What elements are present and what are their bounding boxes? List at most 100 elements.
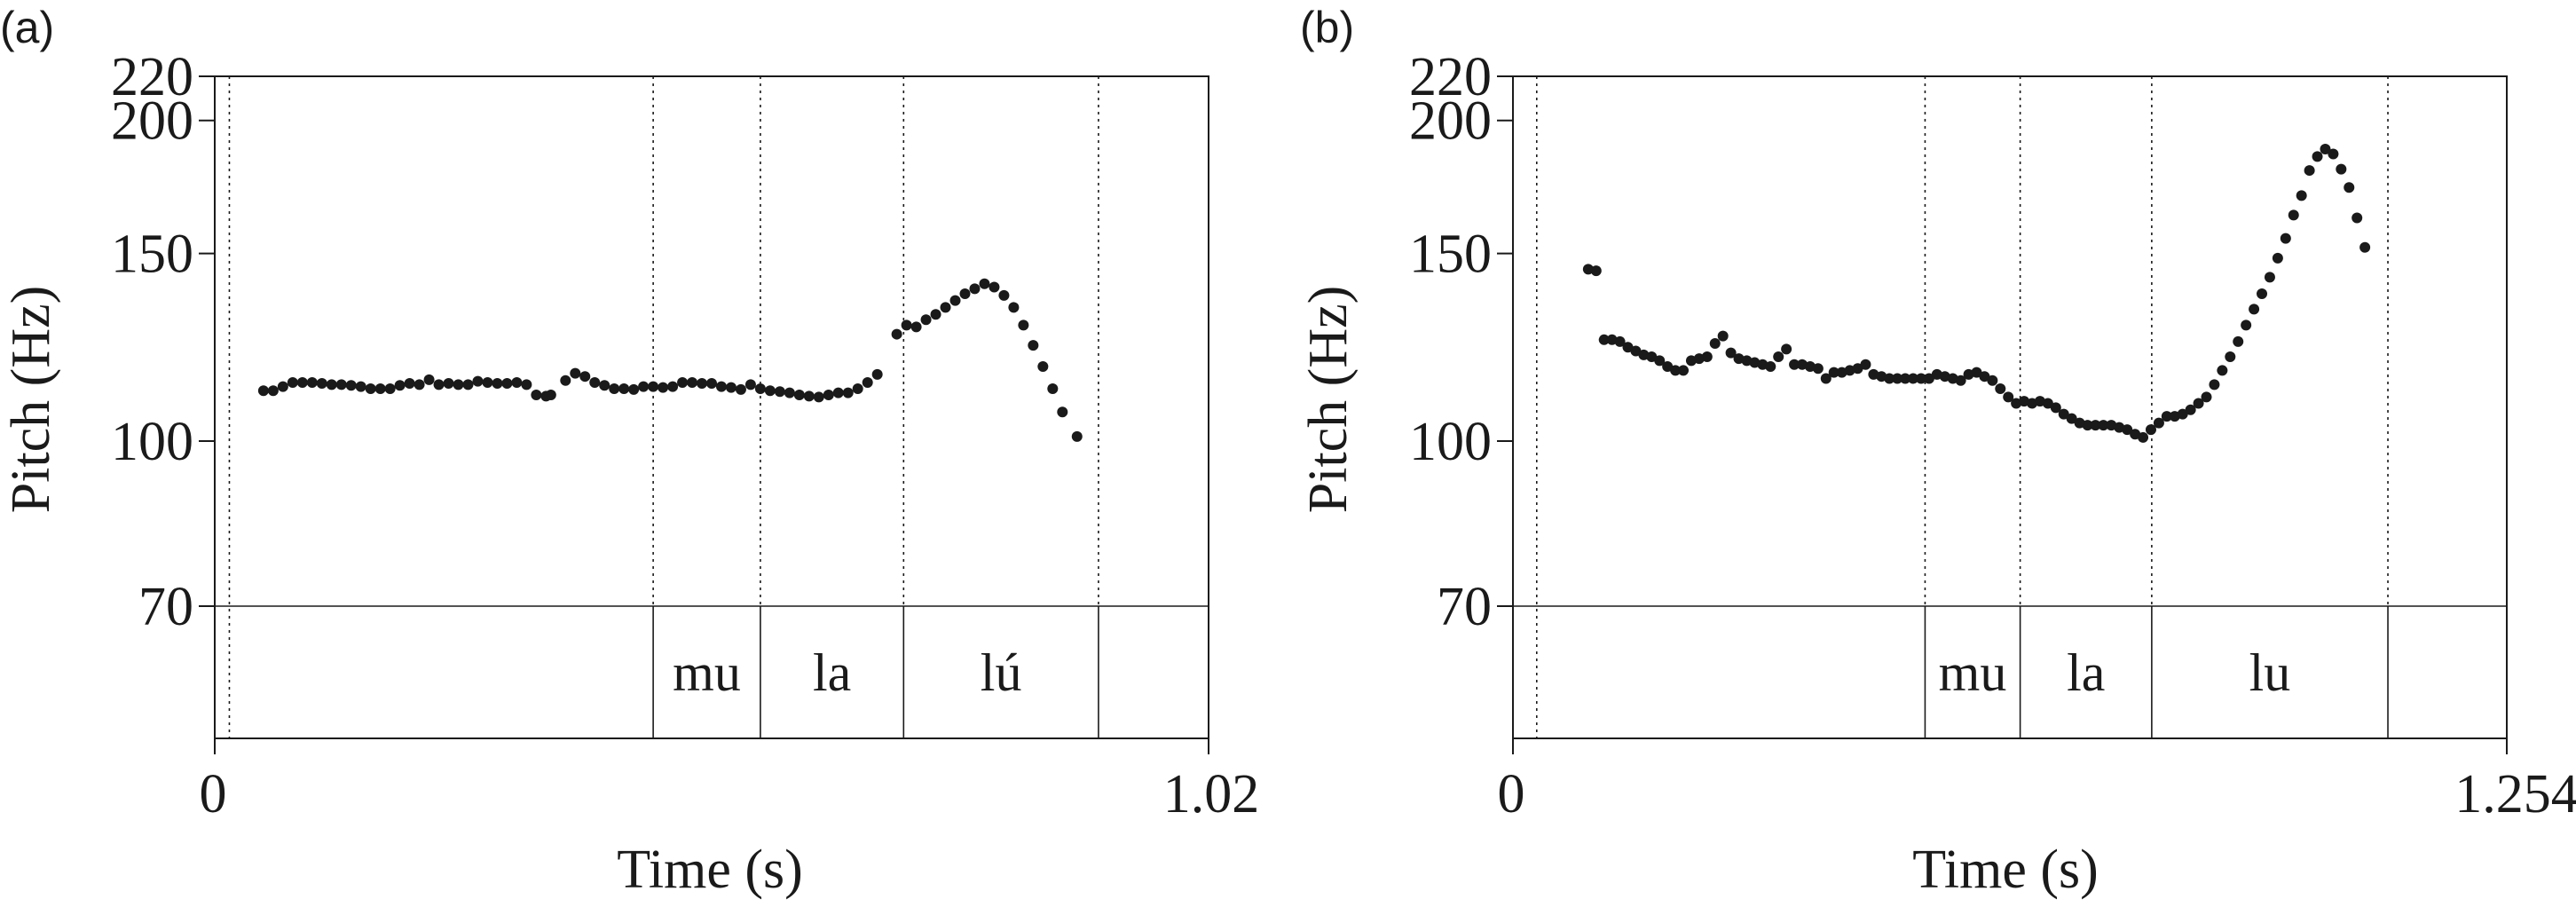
pitch-point-b-47	[1955, 375, 1966, 386]
pitch-point-a-66	[910, 321, 922, 333]
panel-label-a: (a)	[0, 3, 54, 52]
pitch-point-a-14	[394, 380, 406, 391]
pitch-point-b-61	[2066, 413, 2077, 424]
pitch-point-a-37	[618, 383, 630, 394]
pitch-point-b-84	[2249, 304, 2260, 315]
pitch-point-b-52	[1995, 383, 2006, 394]
pitch-point-b-25	[1781, 343, 1792, 355]
pitch-point-a-63	[871, 368, 883, 380]
pitch-point-a-73	[979, 278, 990, 289]
pitch-point-a-72	[969, 283, 981, 295]
pitch-point-a-58	[823, 389, 834, 400]
pitch-point-a-45	[697, 377, 708, 389]
pitch-point-a-74	[989, 281, 1000, 293]
syllable-2-a: la	[813, 643, 851, 702]
pitch-point-b-88	[2280, 233, 2291, 244]
pitch-point-a-62	[862, 377, 873, 389]
pitch-point-b-34	[1852, 363, 1863, 375]
pitch-point-b-8	[1646, 351, 1658, 363]
syllable-3-b: lu	[2249, 643, 2291, 702]
x-tick-label-end-a: 1.02	[1163, 764, 1260, 824]
pitch-point-a-23	[482, 377, 493, 389]
x-axis-title-b: Time (s)	[1912, 840, 2099, 900]
pitch-point-b-30	[1820, 373, 1832, 384]
x-axis-title-a: Time (s)	[617, 840, 803, 900]
pitch-point-a-70	[949, 295, 961, 306]
pitch-point-a-7	[326, 379, 337, 390]
pitch-point-b-92	[2312, 151, 2323, 162]
pitch-point-a-26	[511, 377, 523, 389]
pitch-point-b-26	[1789, 359, 1800, 370]
pitch-point-a-61	[852, 383, 863, 394]
pitch-point-a-47	[715, 381, 727, 392]
pitch-point-a-41	[658, 382, 669, 393]
pitch-point-b-96	[2344, 182, 2355, 193]
pitch-point-b-15	[1701, 351, 1713, 363]
pitch-point-a-77	[1018, 319, 1029, 331]
pitch-point-a-71	[959, 288, 971, 300]
pitch-point-b-31	[1828, 367, 1839, 378]
pitch-point-a-60	[842, 387, 854, 398]
pitch-point-b-76	[2185, 404, 2196, 415]
pitch-point-a-40	[648, 381, 659, 392]
syllable-1-b: mu	[1939, 643, 2007, 702]
pitch-point-b-63	[2082, 420, 2093, 431]
pitch-point-b-23	[1765, 360, 1776, 372]
pitch-point-a-38	[628, 383, 640, 395]
pitch-point-b-68	[2122, 424, 2133, 436]
pitch-point-a-16	[414, 379, 425, 390]
pitch-point-b-87	[2272, 252, 2283, 264]
pitch-point-a-28	[531, 389, 542, 400]
pitch-point-b-11	[1670, 365, 1682, 376]
y-axis-title-b: Pitch (Hz)	[1298, 286, 1359, 514]
pitch-point-a-6	[316, 377, 327, 389]
pitch-point-b-85	[2257, 288, 2268, 300]
y-tick-label-220-a: 220	[111, 47, 193, 107]
pitch-point-b-40	[1900, 373, 1911, 384]
pitch-point-a-0	[257, 385, 269, 397]
pitch-point-a-9	[345, 380, 357, 391]
pitch-point-b-90	[2296, 190, 2307, 201]
pitch-point-a-34	[589, 377, 601, 389]
pitch-point-a-42	[667, 381, 679, 392]
pitch-point-b-94	[2328, 148, 2339, 160]
pitch-point-a-18	[433, 379, 445, 390]
pitch-point-a-67	[920, 314, 932, 326]
pitch-point-a-3	[287, 377, 298, 389]
pitch-point-b-73	[2161, 411, 2172, 422]
y-axis-title-a: Pitch (Hz)	[1, 286, 61, 514]
x-tick-label-start-b: 0	[1498, 764, 1525, 824]
y-tick-label-150-a: 150	[111, 225, 193, 285]
pitch-point-a-24	[492, 377, 503, 389]
y-tick-label-200-b: 200	[1409, 91, 1492, 152]
pitch-point-b-59	[2050, 402, 2061, 414]
pitch-point-a-32	[570, 367, 581, 379]
pitch-point-b-72	[2153, 417, 2164, 429]
pitch-point-a-46	[706, 377, 717, 389]
pitch-point-b-6	[1630, 345, 1642, 357]
pitch-point-a-36	[609, 383, 620, 394]
y-tick-label-150-b: 150	[1409, 225, 1492, 285]
syllable-tier-a: mu la lú	[673, 643, 1021, 702]
pitch-point-b-79	[2209, 379, 2220, 390]
pitch-point-a-39	[638, 381, 650, 392]
pitch-point-a-81	[1057, 406, 1068, 418]
pitch-point-b-81	[2225, 351, 2236, 363]
pitch-point-a-12	[374, 383, 386, 394]
pitch-point-b-2	[1598, 334, 1610, 345]
syllable-tier-b: mu la lu	[1939, 643, 2291, 702]
pitch-point-b-65	[2098, 420, 2109, 431]
pitch-point-a-2	[277, 381, 288, 392]
pitch-point-b-77	[2193, 398, 2204, 409]
pitch-point-b-18	[1725, 347, 1737, 359]
pitch-point-b-89	[2288, 209, 2299, 221]
pitch-point-b-71	[2145, 424, 2156, 436]
pitch-point-a-13	[384, 383, 396, 394]
pitch-point-a-68	[930, 309, 941, 320]
pitch-point-a-50	[744, 379, 756, 390]
pitch-point-b-39	[1892, 373, 1903, 384]
pitch-point-b-51	[1987, 375, 1998, 386]
y-tick-label-200-a: 200	[111, 91, 193, 152]
